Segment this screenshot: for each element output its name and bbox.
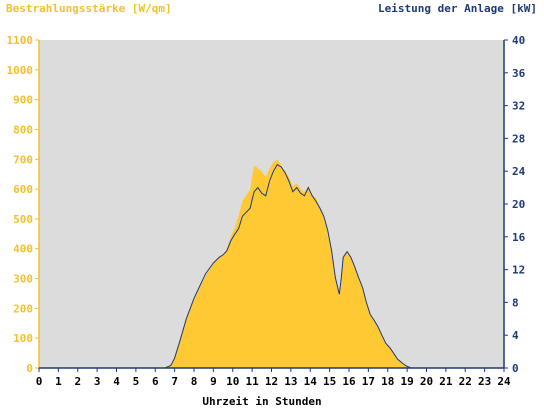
- irradiance-area: [39, 159, 504, 368]
- right-tick-label: 8: [512, 296, 519, 309]
- power-line: [39, 163, 504, 369]
- x-tick-label: 6: [152, 375, 159, 388]
- left-tick-label: 200: [13, 302, 33, 315]
- right-tick-label: 20: [512, 198, 525, 211]
- x-tick-label: 16: [342, 375, 356, 388]
- right-tick-label: 28: [512, 132, 525, 145]
- left-tick-label: 700: [13, 153, 33, 166]
- left-tick-label: 0: [26, 362, 33, 375]
- left-tick-label: 800: [13, 123, 33, 136]
- right-tick-label: 24: [512, 165, 526, 178]
- right-axis-title: Leistung der Anlage [kW]: [378, 2, 537, 15]
- x-tick-label: 0: [36, 375, 43, 388]
- x-tick-label: 17: [362, 375, 375, 388]
- x-tick-label: 10: [226, 375, 239, 388]
- x-tick-label: 15: [323, 375, 336, 388]
- x-tick-label: 5: [133, 375, 140, 388]
- x-ticks: 0 1 2 3 4 5 6 7 8 9 10 11 12 13 14 15 16 17 18 19 20 21 22 23 24: [36, 368, 511, 388]
- x-tick-label: 13: [284, 375, 297, 388]
- x-tick-label: 23: [478, 375, 491, 388]
- x-tick-label: 2: [74, 375, 81, 388]
- left-tick-label: 900: [13, 94, 33, 107]
- right-tick-label: 40: [512, 34, 525, 47]
- left-tick-label: 400: [13, 243, 33, 256]
- irradiance-series: [39, 159, 504, 368]
- left-tick-label: 1100: [7, 34, 34, 47]
- x-tick-label: 20: [420, 375, 433, 388]
- x-tick-label: 14: [304, 375, 318, 388]
- left-tick-label: 600: [13, 183, 33, 196]
- x-tick-label: 3: [94, 375, 101, 388]
- x-tick-label: 18: [381, 375, 394, 388]
- left-y-ticks: 0 100 200 300 400 500 600 700 800 900 1000 1100: [7, 34, 39, 375]
- right-tick-label: 0: [512, 362, 519, 375]
- x-tick-label: 22: [459, 375, 472, 388]
- left-tick-label: 300: [13, 273, 33, 286]
- x-tick-label: 9: [210, 375, 217, 388]
- power-series: [39, 163, 504, 369]
- x-tick-label: 12: [265, 375, 278, 388]
- x-tick-label: 11: [246, 375, 260, 388]
- x-tick-label: 7: [171, 375, 178, 388]
- right-y-ticks: 0 4 8 12 16 20 24 28 32 36 40: [504, 34, 526, 375]
- x-tick-label: 19: [401, 375, 414, 388]
- x-tick-label: 4: [113, 375, 120, 388]
- left-tick-label: 100: [13, 332, 33, 345]
- x-tick-label: 1: [55, 375, 62, 388]
- right-tick-label: 12: [512, 264, 525, 277]
- left-tick-label: 500: [13, 213, 33, 226]
- right-tick-label: 36: [512, 67, 526, 80]
- x-tick-label: 8: [191, 375, 198, 388]
- x-tick-label: 24: [497, 375, 511, 388]
- right-tick-label: 16: [512, 231, 526, 244]
- right-tick-label: 32: [512, 100, 525, 113]
- x-axis-label: Uhrzeit in Stunden: [202, 395, 321, 408]
- x-tick-label: 21: [439, 375, 453, 388]
- right-tick-label: 4: [512, 329, 519, 342]
- left-axis-title: Bestrahlungsstärke [W/qm]: [6, 2, 172, 15]
- left-tick-label: 1000: [7, 64, 34, 77]
